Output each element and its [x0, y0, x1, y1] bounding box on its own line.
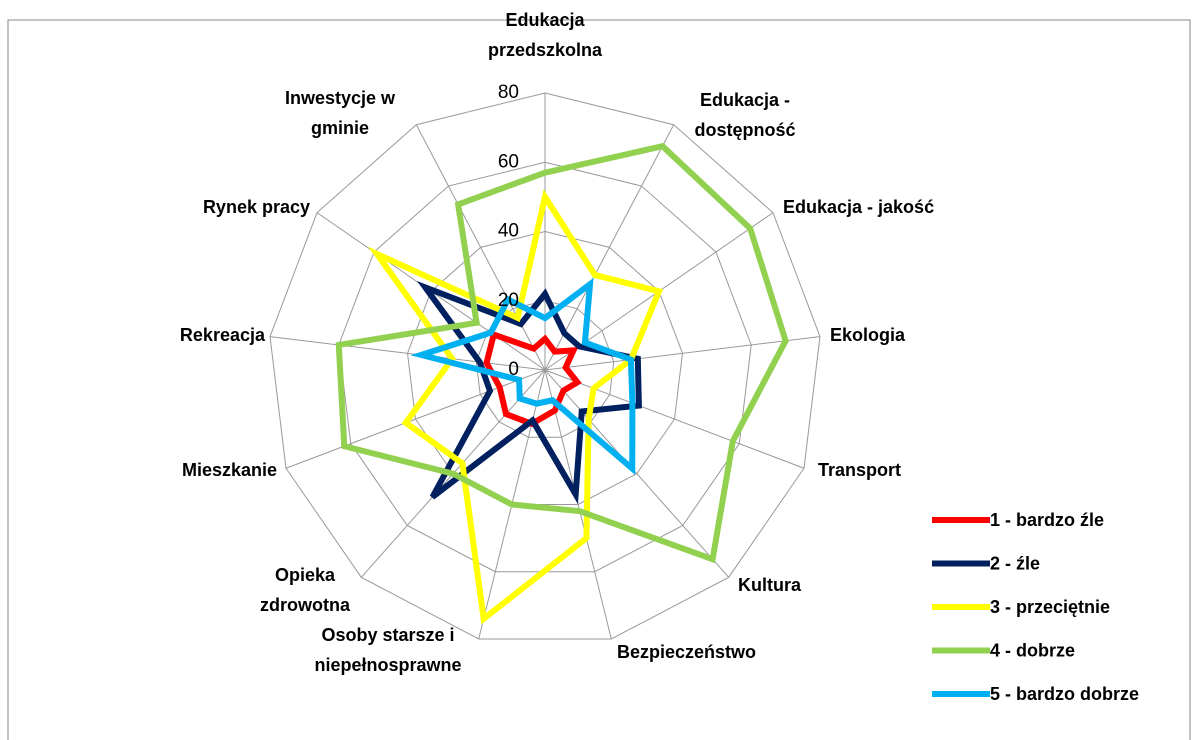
- spoke: [544, 124, 675, 371]
- category-label: Bezpieczeństwo: [617, 642, 757, 662]
- legend-label: 5 - bardzo dobrze: [990, 684, 1139, 704]
- category-label: Rekreacja: [179, 325, 265, 345]
- tick-label: 60: [498, 151, 519, 172]
- spoke: [269, 336, 546, 371]
- category-label: Edukacja - jakość: [783, 197, 935, 217]
- spoke: [544, 369, 805, 469]
- legend-label: 1 - bardzo źle: [990, 510, 1104, 530]
- spoke: [544, 336, 821, 371]
- spoke: [285, 369, 546, 469]
- spoke: [544, 369, 730, 578]
- category-label: Edukacja - dostępność: [694, 90, 796, 140]
- category-label: Edukacja przedszkolna: [487, 10, 603, 60]
- tick-label: 0: [508, 359, 519, 380]
- category-label: Kultura: [738, 575, 801, 595]
- series-line: [335, 142, 789, 564]
- category-label: Osoby starsze i niepełnosprawne: [314, 625, 462, 675]
- tick-label: 40: [498, 221, 519, 242]
- series-line: [410, 277, 636, 475]
- tick-label: 80: [498, 82, 519, 103]
- category-label: Inwestycje w gminie: [284, 88, 396, 138]
- legend-label: 4 - dobrze: [990, 640, 1075, 660]
- spoke: [415, 124, 546, 371]
- category-label: Rynek pracy: [202, 197, 310, 217]
- category-label: Transport: [818, 460, 902, 480]
- legend-label: 2 - źle: [990, 553, 1040, 573]
- spoke: [544, 369, 612, 640]
- series-line: [483, 330, 582, 428]
- legend-label: 3 - przeciętnie: [990, 597, 1110, 617]
- category-label: Ekologia: [830, 325, 906, 345]
- category-label: Opieka zdrowotna: [260, 565, 350, 615]
- grid-ring: [406, 230, 684, 505]
- chart-border: [7, 19, 1191, 740]
- category-label: Mieszkanie: [181, 460, 277, 480]
- series-line: [367, 189, 664, 625]
- tick-label: 20: [498, 290, 519, 311]
- series-line: [416, 280, 642, 505]
- grid-ring: [269, 92, 821, 640]
